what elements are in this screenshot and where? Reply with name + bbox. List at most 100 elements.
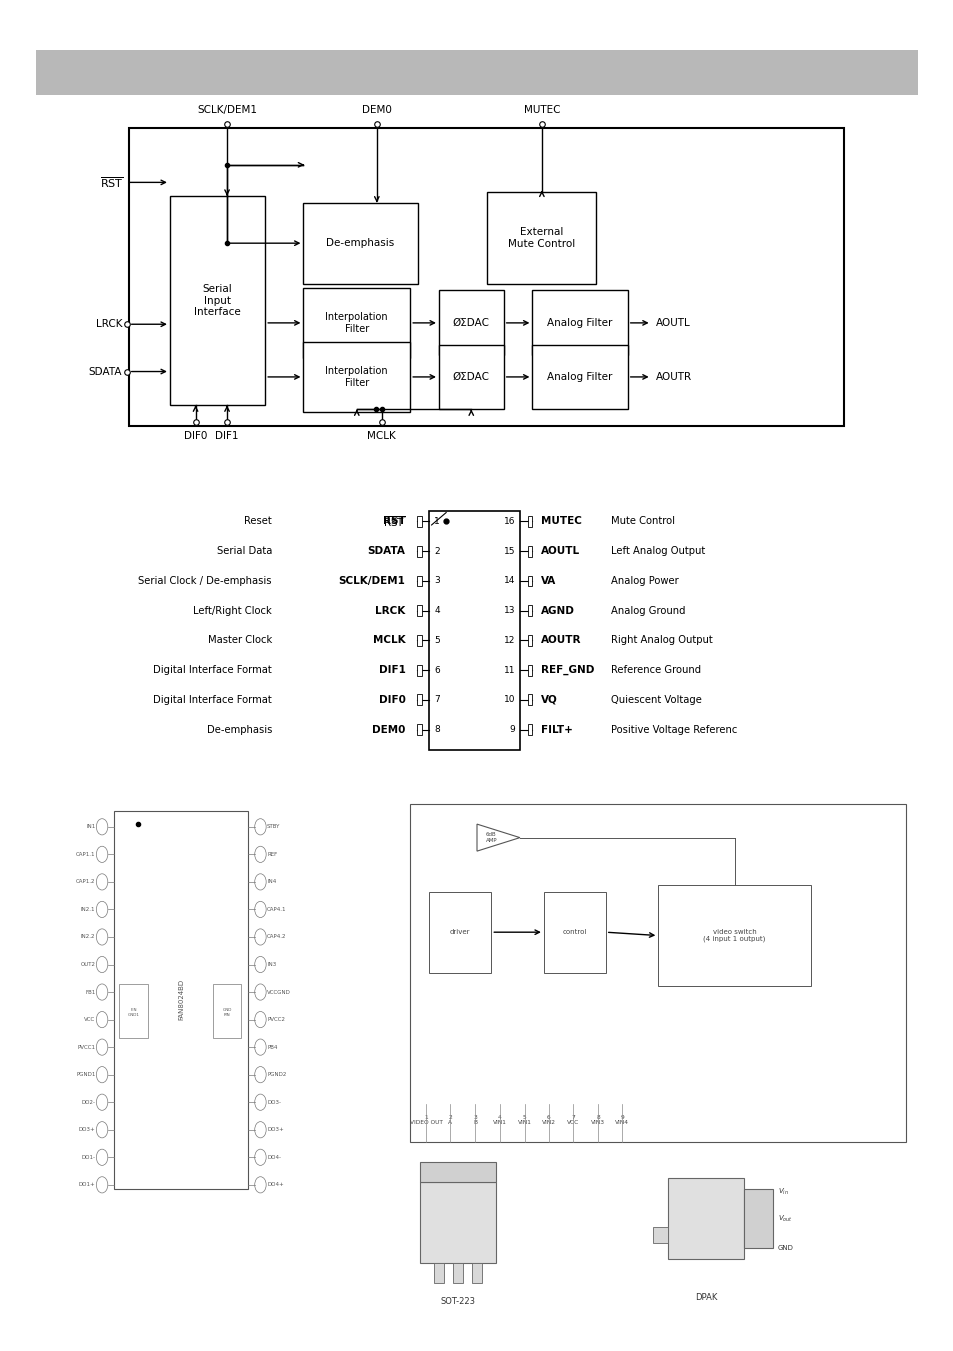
Circle shape [96, 1039, 108, 1055]
Text: 8: 8 [434, 725, 439, 734]
Text: AOUTL: AOUTL [540, 546, 579, 557]
Bar [527, 576, 532, 586]
Text: 7: 7 [434, 696, 439, 704]
Circle shape [254, 929, 266, 946]
Text: 1: 1 [434, 517, 439, 526]
Text: Digital Interface Format: Digital Interface Format [153, 665, 272, 676]
Text: PVCC2: PVCC2 [267, 1017, 285, 1023]
Bar [419, 1182, 496, 1263]
Bar [543, 892, 605, 973]
Bar [416, 605, 421, 616]
Text: DO1+: DO1+ [78, 1182, 95, 1188]
Bar [213, 984, 241, 1038]
Text: Master Clock: Master Clock [208, 635, 272, 646]
Text: AGND: AGND [540, 605, 575, 616]
Text: Digital Interface Format: Digital Interface Format [153, 694, 272, 705]
Circle shape [254, 957, 266, 973]
Text: 2
A: 2 A [448, 1115, 452, 1125]
Bar [416, 694, 421, 705]
Text: 3: 3 [434, 577, 439, 585]
Bar [472, 1263, 481, 1283]
Text: MUTEC: MUTEC [523, 105, 559, 115]
Bar [743, 1189, 772, 1248]
Circle shape [254, 874, 266, 890]
Bar [527, 546, 532, 557]
Text: PB4: PB4 [267, 1044, 277, 1050]
Text: DEM0: DEM0 [372, 724, 405, 735]
Bar [114, 811, 248, 1189]
Text: control: control [562, 929, 586, 935]
Bar [658, 885, 810, 986]
Circle shape [254, 1121, 266, 1138]
Text: IN2.1: IN2.1 [81, 907, 95, 912]
Text: MCLK: MCLK [367, 431, 395, 440]
Bar [438, 290, 503, 355]
Bar [429, 892, 491, 973]
Text: STBY: STBY [267, 824, 280, 830]
Text: 16: 16 [503, 517, 515, 526]
Text: Mute Control: Mute Control [610, 516, 674, 527]
Bar [527, 724, 532, 735]
Bar [527, 516, 532, 527]
Text: VA: VA [540, 576, 556, 586]
Bar [486, 192, 596, 284]
Text: DEM0: DEM0 [361, 105, 392, 115]
Bar [410, 804, 905, 1142]
Circle shape [254, 984, 266, 1000]
Text: RST: RST [382, 516, 405, 527]
Bar [416, 546, 421, 557]
Text: PGND2: PGND2 [267, 1073, 286, 1077]
Bar [303, 342, 410, 412]
Circle shape [96, 874, 108, 890]
Text: Analog Filter: Analog Filter [547, 372, 612, 382]
Text: 13: 13 [503, 607, 515, 615]
Circle shape [254, 1066, 266, 1082]
Text: Reset: Reset [244, 516, 272, 527]
Text: DO2-: DO2- [81, 1100, 95, 1105]
Text: driver: driver [450, 929, 470, 935]
Bar [303, 288, 410, 358]
Circle shape [96, 1150, 108, 1166]
Bar [303, 203, 417, 284]
Circle shape [254, 819, 266, 835]
Text: CAP4.2: CAP4.2 [267, 935, 286, 939]
Circle shape [96, 984, 108, 1000]
Text: 2: 2 [434, 547, 439, 555]
Bar [129, 128, 843, 426]
Text: PVCC1: PVCC1 [77, 1044, 95, 1050]
Bar [667, 1178, 743, 1259]
Text: Positive Voltage Referenc: Positive Voltage Referenc [610, 724, 736, 735]
Circle shape [254, 1150, 266, 1166]
Text: $V_{in}$: $V_{in}$ [777, 1186, 787, 1197]
Text: Quiescent Voltage: Quiescent Voltage [610, 694, 700, 705]
Bar [438, 345, 503, 409]
Text: FB1: FB1 [85, 989, 95, 994]
Text: REF_GND: REF_GND [540, 665, 594, 676]
Text: AOUTR: AOUTR [656, 372, 692, 382]
Text: Analog Filter: Analog Filter [547, 317, 612, 328]
Text: Serial
Input
Interface: Serial Input Interface [193, 284, 241, 317]
Text: MCLK: MCLK [373, 635, 405, 646]
Text: REF: REF [267, 852, 277, 857]
Text: LRCK: LRCK [375, 605, 405, 616]
Text: DO1-: DO1- [81, 1155, 95, 1159]
Bar [416, 724, 421, 735]
Bar [416, 576, 421, 586]
Bar [419, 1162, 496, 1182]
Text: 6: 6 [434, 666, 439, 674]
Circle shape [96, 1012, 108, 1028]
Text: IN4: IN4 [267, 880, 276, 885]
Text: DIF1: DIF1 [215, 431, 238, 440]
Circle shape [96, 957, 108, 973]
Bar [416, 516, 421, 527]
Text: 12: 12 [503, 636, 515, 644]
Text: 4: 4 [434, 607, 439, 615]
Circle shape [96, 1066, 108, 1082]
Circle shape [254, 1012, 266, 1028]
Bar [119, 984, 148, 1038]
Text: 10: 10 [503, 696, 515, 704]
Text: De-emphasis: De-emphasis [206, 724, 272, 735]
Text: OUT2: OUT2 [80, 962, 95, 967]
Text: ØΣDAC: ØΣDAC [453, 317, 489, 328]
Text: SOT-223: SOT-223 [440, 1297, 475, 1306]
